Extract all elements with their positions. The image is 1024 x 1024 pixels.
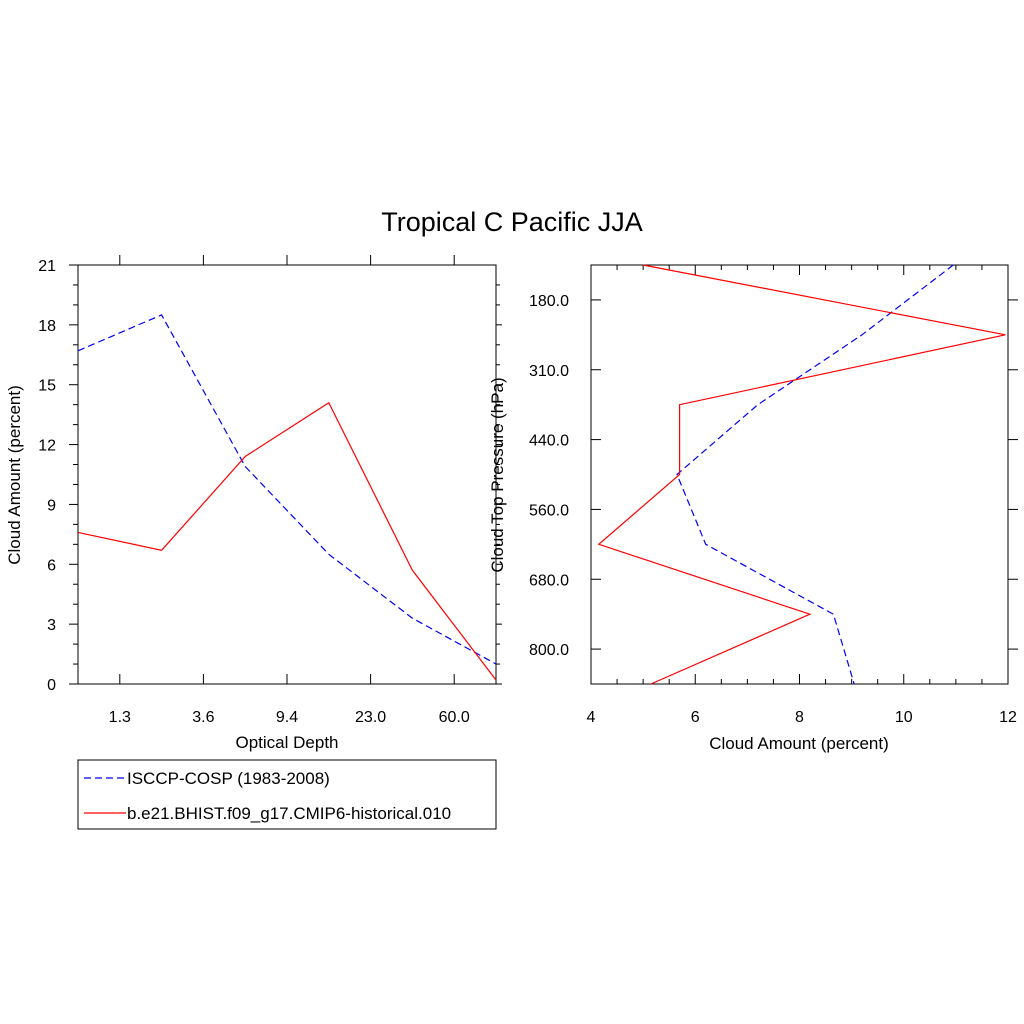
right-y-tick-label: 180.0 (529, 293, 569, 310)
right-x-tick-label: 12 (999, 709, 1017, 726)
left-isccp-line (77, 314, 497, 665)
right-y-tick-label: 440.0 (529, 433, 569, 450)
legend-label-model: b.e21.BHIST.f09_g17.CMIP6-historical.010 (127, 804, 451, 823)
left-y-tick-label: 0 (47, 677, 56, 694)
left-y-tick-label: 21 (38, 258, 56, 275)
chart-title: Tropical C Pacific JJA (381, 207, 643, 237)
right-x-tick-label: 4 (587, 709, 596, 726)
left-tick-group: 0 3 6 9 12 15 18 21 1.3 3.6 9.4 23.0 60.0 (38, 255, 502, 726)
left-y-tick-label: 9 (47, 497, 56, 514)
left-y-tick-label: 15 (38, 378, 56, 395)
left-x-tick-label: 1.3 (109, 709, 131, 726)
legend-frame (77, 759, 497, 830)
left-x-tick-label: 23.0 (355, 709, 386, 726)
legend: ISCCP-COSP (1983-2008) b.e21.BHIST.f09_g… (77, 759, 497, 830)
left-y-tick-label: 18 (38, 318, 56, 335)
legend-label-isccp: ISCCP-COSP (1983-2008) (127, 769, 330, 788)
right-y-tick-label: 800.0 (529, 642, 569, 659)
right-x-tick-label: 8 (795, 709, 804, 726)
right-tick-group: 4 6 8 10 12 180.0 310.0 440.0 560.0 680.0 800.0 (529, 265, 1018, 726)
right-x-tick-label: 6 (691, 709, 700, 726)
right-model-line (597, 264, 1006, 685)
right-y-tick-label: 310.0 (529, 363, 569, 380)
left-x-tick-label: 3.6 (192, 709, 214, 726)
left-model-line (77, 401, 497, 681)
right-series-group (597, 264, 1006, 685)
left-y-tick-label: 12 (38, 438, 56, 455)
right-x-axis-title: Cloud Amount (percent) (709, 734, 889, 753)
left-x-tick-label: 9.4 (276, 709, 298, 726)
left-x-tick-label: 60.0 (439, 709, 470, 726)
right-isccp-line (676, 264, 954, 685)
right-panel: 4 6 8 10 12 180.0 310.0 440.0 560.0 680.0 800.0 Cl… (488, 264, 1018, 753)
left-y-axis-title: Cloud Amount (percent) (5, 385, 24, 565)
left-x-axis-title: Optical Depth (236, 733, 339, 752)
right-plot-frame (590, 264, 1009, 685)
left-y-tick-label: 6 (47, 557, 56, 574)
right-y-tick-label: 680.0 (529, 572, 569, 589)
left-panel: 0 3 6 9 12 15 18 21 1.3 3.6 9.4 23.0 60.0 Optical De… (5, 255, 502, 752)
right-y-axis-title: Cloud Top Pressure (hPa) (488, 377, 507, 572)
left-plot-frame (77, 264, 497, 685)
left-y-tick-label: 3 (47, 617, 56, 634)
right-y-tick-label: 560.0 (529, 502, 569, 519)
right-x-tick-label: 10 (895, 709, 913, 726)
left-series-group (77, 314, 497, 681)
